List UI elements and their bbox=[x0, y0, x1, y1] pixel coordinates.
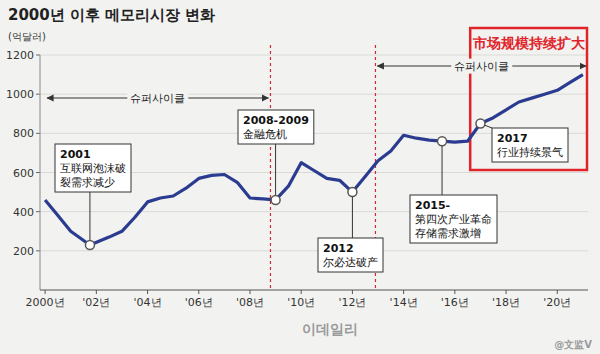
x-tick-label: '18년 bbox=[492, 296, 520, 309]
annotation-text: 互联网泡沫破 bbox=[60, 162, 126, 175]
x-tick-label: '14년 bbox=[390, 296, 418, 309]
title: 2000년 이후 메모리시장 변화 bbox=[8, 6, 215, 24]
y-tick bbox=[36, 55, 40, 56]
annotation-box bbox=[238, 110, 314, 144]
span-label: 슈퍼사이클 bbox=[130, 92, 185, 105]
annotation-text: 2015- bbox=[415, 199, 450, 212]
leader-line bbox=[352, 192, 353, 238]
annotation-point bbox=[348, 188, 357, 197]
annotation-text: 裂需求减少 bbox=[60, 176, 115, 189]
grid-line bbox=[40, 250, 588, 251]
annotation-point bbox=[85, 240, 94, 249]
leader-line bbox=[442, 141, 443, 195]
x-tick-label: '06년 bbox=[185, 296, 213, 309]
x-tick-label: '10년 bbox=[287, 296, 315, 309]
y-axis bbox=[40, 55, 41, 290]
annotation-text: 2017 bbox=[497, 132, 528, 145]
annotation-box bbox=[410, 195, 497, 243]
x-tick bbox=[147, 290, 148, 294]
y-tick bbox=[36, 211, 40, 212]
y-tick-label: 1200 bbox=[6, 49, 34, 62]
x-tick-label: '04년 bbox=[134, 296, 162, 309]
annotations: 2001互联网泡沫破裂需求减少2008-2009金融危机2012尔必达破产201… bbox=[55, 110, 568, 272]
y-label: (억달러) bbox=[8, 31, 46, 42]
watermark: 이데일리 bbox=[302, 321, 358, 337]
x-tick-label: '12년 bbox=[338, 296, 366, 309]
annotation-point bbox=[438, 137, 447, 146]
annotation-point bbox=[476, 119, 485, 128]
y-tick-label: 400 bbox=[13, 206, 34, 219]
x-tick-label: '02년 bbox=[82, 296, 110, 309]
grid-line bbox=[40, 94, 588, 95]
highlight-label: 市场规模持续扩大 bbox=[472, 35, 586, 51]
annotation-point bbox=[271, 195, 280, 204]
x-tick-label: '08년 bbox=[236, 296, 264, 309]
leader-line bbox=[89, 192, 90, 245]
x-tick-label: '20년 bbox=[543, 296, 571, 309]
annotation-box bbox=[55, 144, 131, 192]
plot-area bbox=[45, 75, 583, 245]
annotation-text: 行业持续景气 bbox=[497, 146, 563, 159]
x-tick bbox=[96, 290, 97, 294]
x-tick bbox=[403, 290, 404, 294]
x-tick bbox=[557, 290, 558, 294]
label-patch bbox=[127, 91, 188, 106]
y-tick bbox=[36, 172, 40, 173]
annotation-text: 2008-2009 bbox=[243, 114, 309, 127]
y-tick bbox=[36, 133, 40, 134]
annotation-text: 2001 bbox=[60, 148, 91, 161]
x-tick-label: '16년 bbox=[441, 296, 469, 309]
y-tick bbox=[36, 94, 40, 95]
annotation-box bbox=[492, 128, 568, 162]
x-tick bbox=[198, 290, 199, 294]
annotation-text: 存储需求激增 bbox=[415, 227, 481, 240]
y-tick bbox=[36, 250, 40, 251]
annotation-box bbox=[318, 238, 383, 272]
annotation: 2001互联网泡沫破裂需求减少 bbox=[55, 144, 131, 192]
x-tick bbox=[352, 290, 353, 294]
annotation: 2012尔必达破产 bbox=[318, 238, 383, 272]
label-patch bbox=[451, 59, 512, 74]
background bbox=[0, 0, 600, 354]
watermark: @文监V bbox=[554, 339, 592, 350]
x-tick bbox=[249, 290, 250, 294]
annotation: 2008-2009金融危机 bbox=[238, 110, 314, 144]
annotation: 2015-第四次产业革命存储需求激增 bbox=[410, 195, 497, 243]
x-tick bbox=[506, 290, 507, 294]
y-tick-label: 800 bbox=[13, 127, 34, 140]
annotation-text: 2012 bbox=[323, 242, 354, 255]
x-tick bbox=[454, 290, 455, 294]
grid-line bbox=[40, 55, 588, 56]
y-tick-label: 600 bbox=[13, 167, 34, 180]
annotation-text: 金融危机 bbox=[243, 128, 287, 141]
x-tick bbox=[301, 290, 302, 294]
x-tick-label: 2000년 bbox=[26, 296, 65, 309]
span-label: 슈퍼사이클 bbox=[454, 60, 509, 73]
annotation-text: 尔必达破产 bbox=[323, 256, 378, 269]
x-tick bbox=[45, 290, 46, 294]
chart: 2000년 이후 메모리시장 변화 (억달러) 200 400 600 800 1000 12… bbox=[0, 0, 600, 354]
y-tick-label: 1000 bbox=[6, 88, 34, 101]
market-line bbox=[45, 75, 583, 245]
leader-line bbox=[275, 144, 276, 200]
grid-line bbox=[40, 211, 588, 212]
divider bbox=[270, 45, 271, 290]
y-tick-label: 200 bbox=[13, 245, 34, 258]
annotation: 2017行业持续景气 bbox=[492, 128, 568, 162]
annotation-text: 第四次产业革命 bbox=[415, 213, 492, 226]
